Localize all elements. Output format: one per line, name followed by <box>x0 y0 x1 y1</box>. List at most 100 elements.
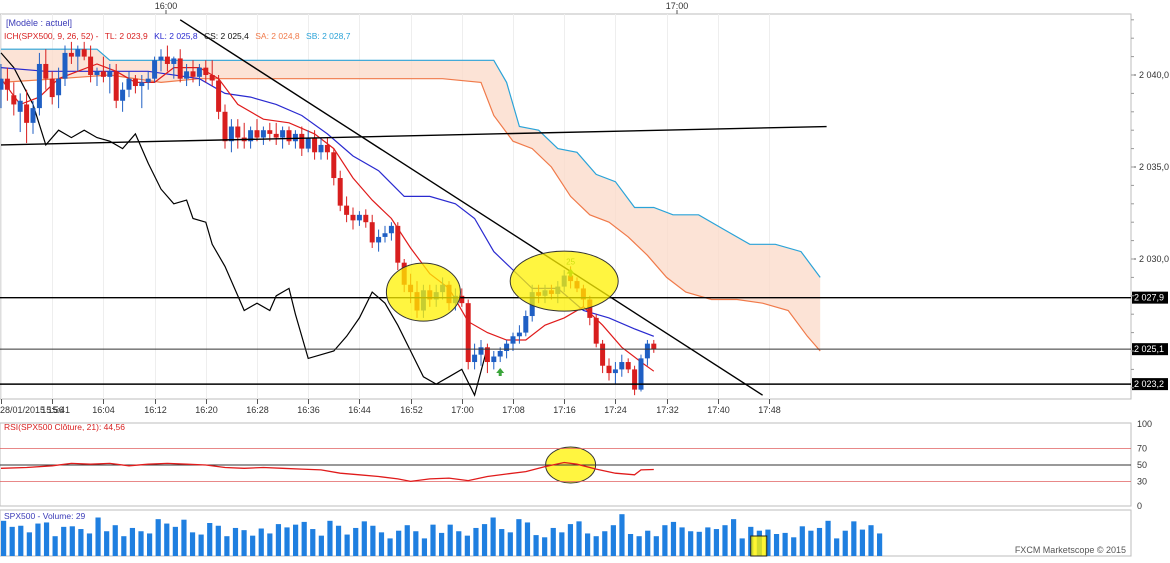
volume-bar <box>318 535 324 556</box>
volume-label: SPX500 - Volume: 29 <box>4 511 86 521</box>
volume-bar <box>353 527 359 556</box>
candle <box>478 339 484 366</box>
candle <box>100 56 106 83</box>
candle <box>280 126 286 149</box>
candle <box>331 148 337 186</box>
candle <box>619 354 625 377</box>
highlight-ellipse <box>509 250 619 312</box>
legend-tenkan: TL: 2 023,9 <box>105 31 148 41</box>
candle <box>107 63 113 94</box>
candle <box>177 49 183 83</box>
trendline[interactable] <box>179 19 763 396</box>
top-time-label-1600: 16:00 <box>155 1 178 11</box>
rsi-tick-label: 70 <box>1137 444 1147 454</box>
volume-bar <box>275 524 282 556</box>
volume-bar <box>413 531 419 556</box>
candle <box>222 104 228 149</box>
candle-body <box>305 137 311 149</box>
chikou-span-line <box>0 52 488 397</box>
candle-body <box>184 71 190 79</box>
rsi-line <box>0 461 654 483</box>
model-label: [Modèle : actuel] <box>6 18 72 28</box>
trendlines <box>0 19 827 396</box>
candle-body <box>24 104 30 123</box>
candle <box>228 119 234 153</box>
volume-bar <box>490 517 496 556</box>
candle-body <box>267 130 273 134</box>
volume-bar <box>688 531 694 556</box>
candle <box>286 126 292 145</box>
volume-pane[interactable] <box>0 509 1132 557</box>
candle <box>625 358 631 374</box>
volume-bar <box>808 530 814 556</box>
candle <box>312 130 318 160</box>
volume-bar <box>722 525 728 556</box>
candle <box>369 214 375 248</box>
candle-body <box>196 67 202 77</box>
volume-bar <box>653 536 659 556</box>
candle-body <box>75 49 81 57</box>
volume-bar <box>198 534 204 556</box>
volume-bar <box>576 521 582 556</box>
volume-bar <box>61 526 67 556</box>
y-tick-label: 2 040,0 <box>1139 70 1169 80</box>
candle-body <box>593 317 599 344</box>
candle-body <box>17 100 23 112</box>
volume-bar <box>464 535 470 556</box>
candle <box>62 45 68 87</box>
candle <box>152 56 158 83</box>
volume-bar <box>533 535 539 556</box>
volume-bar <box>481 524 488 556</box>
candle <box>196 63 202 87</box>
x-tick-label: 17:00 <box>451 405 474 415</box>
volume-bar <box>430 524 436 556</box>
candle <box>30 100 36 134</box>
volume-bar <box>138 531 144 556</box>
candle-body <box>292 133 298 142</box>
volume-bar <box>670 521 677 556</box>
candle-body <box>260 130 266 138</box>
candle-body <box>132 78 138 87</box>
volume-bars <box>1 514 883 557</box>
x-tick-label: 16:36 <box>297 405 320 415</box>
senkou-span-a-line <box>0 74 821 352</box>
candle <box>337 170 343 212</box>
price-pane[interactable] <box>0 13 1132 400</box>
volume-bar <box>610 525 616 556</box>
candle <box>81 41 87 61</box>
legend-senkou-b: SB: 2 028,7 <box>306 31 351 41</box>
volume-bar <box>602 531 608 556</box>
candle-body <box>49 78 55 98</box>
x-tick-label: 16:52 <box>400 405 423 415</box>
candle-body <box>177 58 183 79</box>
candle <box>267 122 273 142</box>
volume-bar <box>9 526 15 556</box>
candle-body <box>107 71 113 77</box>
volume-bar <box>877 533 883 556</box>
candle <box>600 339 606 374</box>
candle <box>324 137 330 160</box>
x-tick-label: 17:08 <box>502 405 525 415</box>
candle-body <box>523 316 529 333</box>
candle-body <box>235 126 241 138</box>
candle-body <box>356 214 362 221</box>
candle <box>497 347 503 363</box>
candle <box>171 56 177 79</box>
candle <box>465 299 471 370</box>
x-tick-label: 16:44 <box>348 405 371 415</box>
buy-arrow-icon <box>496 368 505 377</box>
candle-body <box>497 351 503 357</box>
candle-body <box>331 152 337 179</box>
candle-body <box>350 214 356 221</box>
volume-bar <box>69 526 75 556</box>
volume-bar <box>765 529 771 556</box>
volume-bar <box>267 533 273 556</box>
candle-body <box>81 49 87 57</box>
volume-bar <box>636 536 642 556</box>
volume-bar <box>370 525 376 556</box>
trendline[interactable] <box>0 125 827 146</box>
volume-bar <box>859 529 866 556</box>
candle-body <box>190 71 196 77</box>
legend-kijun: KL: 2 025,8 <box>154 31 198 41</box>
